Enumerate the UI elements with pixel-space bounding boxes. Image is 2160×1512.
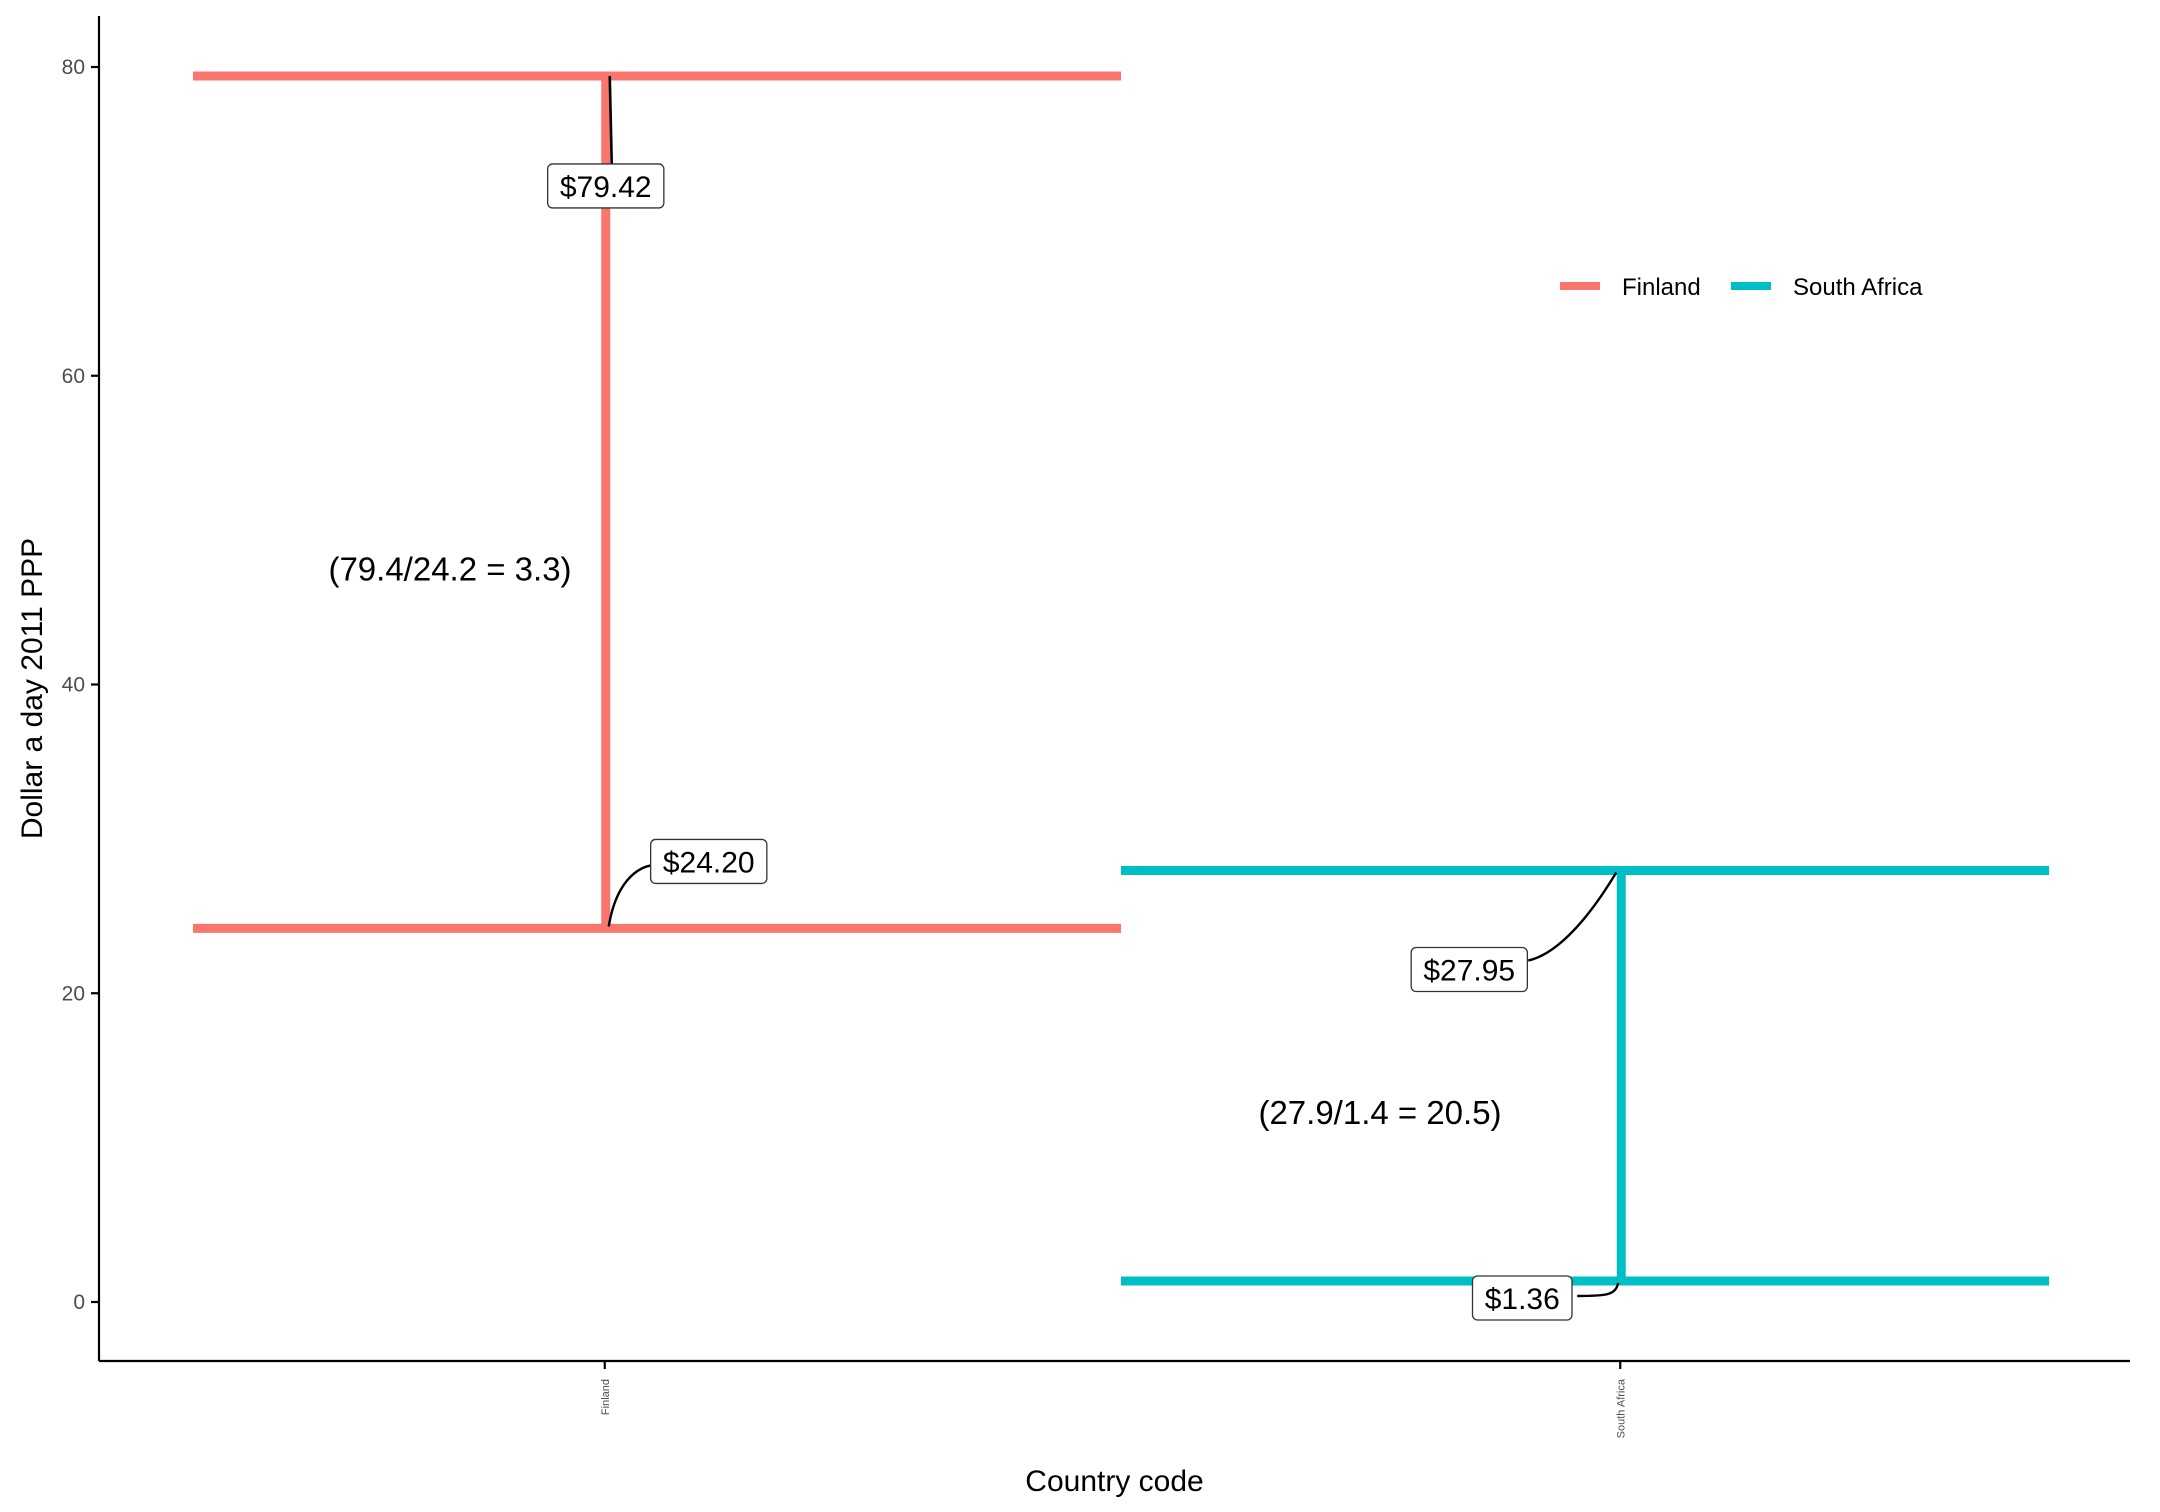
legend: Finland South Africa	[1560, 274, 1923, 301]
low-label-south-africa-box	[1471, 1275, 1573, 1321]
high-label-leader-finland	[608, 75, 614, 164]
y-axis-title: Dollar a day 2011 PPP	[16, 538, 49, 839]
y-axis-ticks: 0 20 40 60 80	[62, 56, 99, 1314]
y-tick-label: 80	[62, 56, 85, 79]
low-label-finland-group: $24.20	[650, 838, 768, 885]
legend-label-south-africa: South Africa	[1793, 274, 1923, 301]
x-axis-title: Country code	[1025, 1465, 1203, 1498]
y-tick-label: 60	[62, 365, 85, 388]
low-label-leader-south-africa	[1577, 1282, 1620, 1298]
x-axis-ticks: Finland South Africa	[600, 1361, 1627, 1438]
low-label-south-africa: $1.36	[1485, 1283, 1560, 1316]
low-label-finland-box	[650, 838, 768, 885]
high-label-finland-group: $79.42	[547, 163, 665, 209]
high-label-south-africa-box	[1410, 946, 1529, 993]
high-label-south-africa: $27.95	[1423, 955, 1515, 988]
legend-label-finland: Finland	[1622, 274, 1701, 301]
y-tick-label: 20	[62, 982, 85, 1005]
x-tick-label: Finland	[600, 1379, 612, 1415]
chart-marks: $79.42 $24.20 (79.4/24.2 = 3.3) $27.95 $1.36…	[193, 71, 2049, 1321]
ratio-label-finland: (79.4/24.2 = 3.3)	[328, 551, 571, 588]
low-label-leader-finland	[607, 864, 652, 927]
high-label-finland-box	[547, 163, 665, 209]
y-tick-label: 40	[62, 674, 85, 697]
y-tick-label: 0	[73, 1291, 85, 1314]
high-label-south-africa-group: $27.95	[1410, 946, 1529, 993]
low-label-finland: $24.20	[663, 846, 755, 879]
x-tick-label: South Africa	[1615, 1378, 1627, 1438]
low-label-south-africa-group: $1.36	[1471, 1275, 1573, 1321]
ratio-label-south-africa: (27.9/1.4 = 20.5)	[1258, 1094, 1501, 1131]
high-label-finland: $79.42	[560, 171, 652, 204]
high-label-leader-south-africa	[1527, 871, 1618, 962]
